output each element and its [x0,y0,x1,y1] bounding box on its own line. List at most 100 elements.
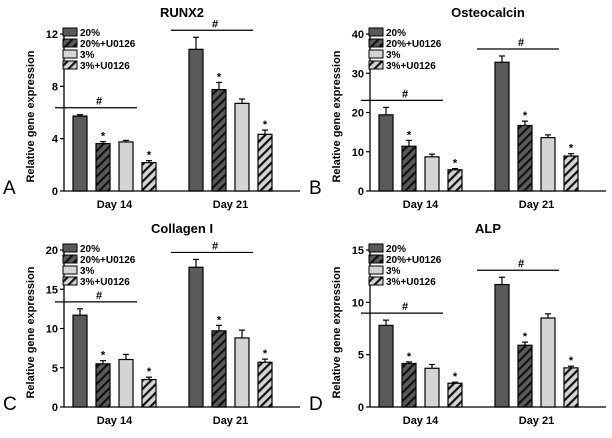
bar-20- [188,266,204,408]
y-tick-label: 8 [52,81,58,93]
chart-title: RUNX2 [160,5,204,20]
legend-label: 3% [386,50,401,61]
significance-star: * [569,355,574,367]
x-tick-label: Day 14 [97,199,133,211]
significance-star: * [453,158,458,170]
y-tick-label: 5 [52,363,58,375]
legend-label: 20%+U0126 [80,39,136,50]
significance-star: * [569,143,574,155]
significance-hash: # [402,301,408,313]
y-tick-label: 10 [352,147,364,159]
legend-swatch [368,60,384,70]
significance-star: * [523,110,528,122]
legend-swatch [62,49,78,59]
bar-20- [72,115,88,192]
y-tick-label: 10 [352,297,364,309]
bar-20- [494,283,510,408]
legend-swatch [62,27,78,37]
bar-3- [540,137,556,192]
legend-swatch [62,38,78,48]
y-tick-label: 15 [46,284,58,296]
x-tick-label: Day 14 [97,415,133,427]
significance-star: * [101,350,106,362]
legend-label: 3%+U0126 [386,61,436,72]
y-tick-label: 40 [352,29,364,41]
significance-hash: # [518,37,524,49]
bar-3- [234,337,250,408]
significance-hash: # [96,96,102,108]
legend-swatch [62,276,78,286]
y-tick-label: 30 [352,68,364,80]
x-tick-label: Day 21 [213,415,248,427]
panel-d-alp: ALP D Relative gene expression 0 5 10 15 Day 14… [306,216,612,432]
bar-20- [378,324,394,408]
legend-label: 3% [80,50,95,61]
y-tick-label: 0 [52,186,58,198]
significance-hash: # [96,290,102,302]
x-tick-label: Day 14 [403,199,439,211]
x-tick-label: Day 21 [519,415,554,427]
bar-3-u0126 [141,162,157,192]
y-tick-label: 0 [358,402,364,414]
chart-title: ALP [475,221,501,236]
legend-label: 20%+U0126 [386,39,442,50]
bar-20-u0126 [211,89,227,192]
legend-label: 20% [386,28,406,39]
x-tick-label: Day 21 [213,199,248,211]
bar-20-u0126 [517,344,533,408]
bar-3- [424,367,440,408]
bar-3-u0126 [257,361,273,408]
bar-20- [72,314,88,408]
panel-letter: B [309,178,322,199]
legend-swatch [368,243,384,253]
y-tick-label: 0 [52,402,58,414]
significance-star: * [217,314,222,326]
bar-3-u0126 [447,382,463,408]
legend-swatch [368,49,384,59]
significance-hash: # [518,258,524,270]
significance-star: * [147,150,152,162]
y-axis-label: Relative gene expression [331,266,343,398]
legend-swatch [368,265,384,275]
y-axis-label: Relative gene expression [331,50,343,182]
legend-label: 3%+U0126 [386,277,436,288]
bar-3-u0126 [563,155,579,192]
significance-hash: # [212,240,218,252]
significance-star: * [217,71,222,83]
bar-20- [494,61,510,192]
y-tick-label: 4 [52,134,59,146]
bar-3-u0126 [447,169,463,192]
bar-20- [188,48,204,192]
bar-3- [424,156,440,192]
y-tick-label: 20 [352,108,364,120]
bar-20-u0126 [401,362,417,408]
y-tick-label: 0 [358,186,364,198]
bar-3-u0126 [563,367,579,408]
bar-3-u0126 [257,133,273,192]
y-axis-label: Relative gene expression [25,266,37,398]
chart-osteocalcin: Osteocalcin B Relative gene expression 0 10 2… [309,5,606,211]
legend-label: 20% [80,28,100,39]
chart-collagen: Collagen I C Relative gene expression 0 5 10 1… [3,221,300,427]
y-tick-label: 12 [46,29,58,41]
legend-label: 20% [386,244,406,255]
bar-3-u0126 [141,378,157,408]
significance-hash: # [402,88,408,100]
bar-20-u0126 [517,124,533,192]
x-tick-label: Day 21 [519,199,554,211]
significance-star: * [263,119,268,131]
significance-star: * [453,371,458,383]
significance-star: * [407,351,412,363]
panel-c-collagen: Collagen I C Relative gene expression 0 5 10 1… [0,216,306,432]
significance-star: * [407,129,412,141]
chart-alp: ALP D Relative gene expression 0 5 10 15 Day 14… [309,221,606,427]
bar-3- [118,358,134,408]
significance-hash: # [212,18,218,30]
legend-label: 3%+U0126 [80,277,130,288]
panel-letter: A [3,178,16,199]
legend-label: 20%+U0126 [386,255,442,266]
legend-swatch [368,276,384,286]
chart-title: Collagen I [151,221,213,236]
chart-title: Osteocalcin [451,5,525,20]
legend-swatch [62,254,78,264]
